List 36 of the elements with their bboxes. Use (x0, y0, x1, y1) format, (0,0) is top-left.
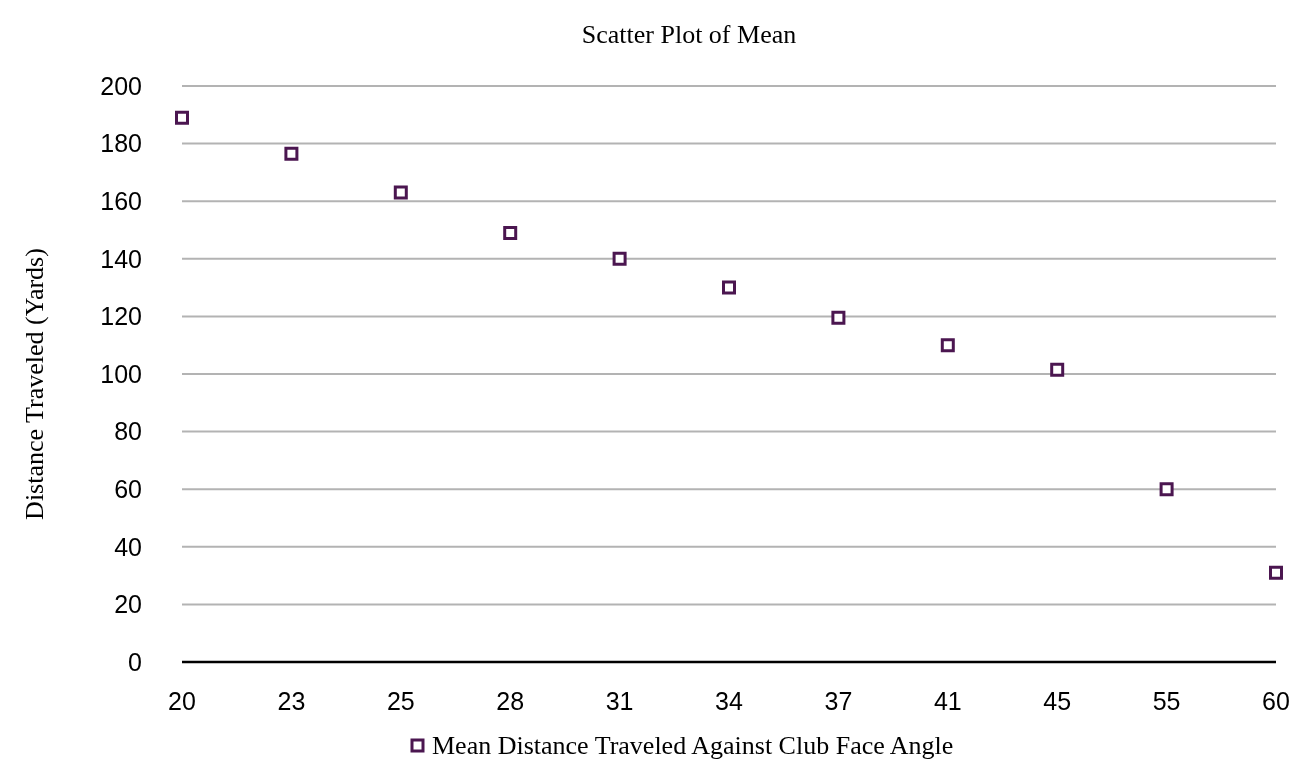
x-tick-label: 20 (168, 687, 196, 715)
legend-label: Mean Distance Traveled Against Club Face Angle (432, 731, 954, 760)
point (1159, 482, 1174, 497)
point (175, 110, 189, 125)
point (722, 280, 736, 295)
y-axis-title: Distance Traveled (Yards) (20, 248, 49, 520)
point (1050, 362, 1065, 377)
x-tick-label: 31 (605, 687, 634, 715)
y-tick-label: 180 (100, 129, 142, 158)
x-tick-label: 41 (933, 687, 962, 715)
x-tick-label: 45 (1043, 687, 1072, 715)
y-tick-label: 40 (114, 532, 142, 561)
y-tick-label: 20 (114, 590, 142, 619)
point (940, 338, 955, 353)
y-tick-label: 200 (100, 71, 142, 100)
y-tick-label: 60 (114, 474, 142, 503)
x-tick-label: 34 (715, 687, 743, 715)
x-tick-label: 55 (1152, 687, 1181, 715)
point (393, 185, 408, 200)
point (612, 251, 627, 266)
point (831, 310, 846, 325)
y-tick-label: 80 (114, 417, 142, 446)
y-tick-label: 120 (100, 302, 142, 331)
x-tick-label: 23 (277, 687, 306, 715)
point (503, 225, 518, 240)
y-tick-label: 100 (100, 359, 142, 388)
chart-title: Scatter Plot of Mean (581, 20, 797, 49)
x-tick-label: 60 (1262, 687, 1290, 715)
x-tick-label: 28 (496, 687, 525, 715)
y-tick-label: 160 (100, 186, 142, 215)
y-tick-label: 0 (128, 647, 142, 676)
point (1269, 565, 1283, 580)
x-tick-label: 37 (824, 687, 853, 715)
x-tick-label: 25 (386, 687, 415, 715)
y-tick-label: 140 (100, 244, 142, 273)
point (284, 146, 299, 161)
